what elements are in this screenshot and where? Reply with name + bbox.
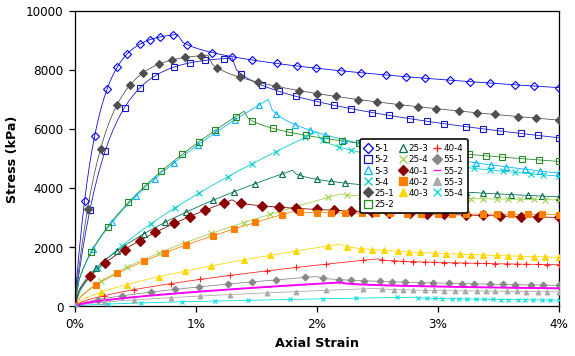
Y-axis label: Stress (kPa): Stress (kPa) [6, 115, 20, 202]
Legend: 5-1, 5-2, 5-3, 5-4, 25-1, 25-2, 25-3, 25-4, 40-1, 40-2, 40-3, 40-4, 55-1, 55-2, : 5-1, 5-2, 5-3, 5-4, 25-1, 25-2, 25-3, 25… [360, 140, 468, 213]
X-axis label: Axial Strain: Axial Strain [275, 337, 359, 350]
